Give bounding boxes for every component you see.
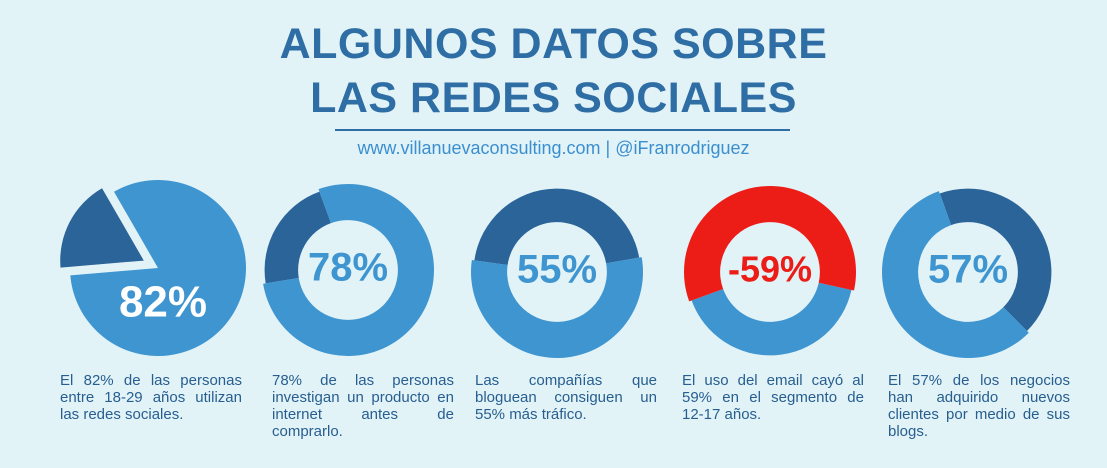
title-line: ALGUNOS DATOS SOBRE (279, 20, 828, 68)
value-label: 55% (517, 248, 597, 292)
caption: El uso del email cayó al 59% en el segme… (682, 372, 864, 423)
value-label: 82% (119, 278, 207, 327)
caption: Las compañías que bloguean consiguen un … (475, 372, 657, 423)
remainder-arc (939, 188, 1052, 331)
value-label: 57% (928, 248, 1008, 292)
subtitle: www.villanuevaconsulting.com | @iFranrod… (357, 138, 750, 158)
value-arc (471, 257, 643, 358)
value-arc (684, 185, 857, 302)
remainder-arc (691, 282, 852, 356)
value-arc (881, 191, 1029, 359)
caption: El 57% de los negocios han adquirido nue… (888, 372, 1070, 440)
value-label: -59% (728, 249, 812, 290)
caption: 78% de las personas investigan un produc… (272, 372, 454, 440)
caption: El 82% de las personas entre 18-29 años … (60, 372, 242, 423)
divider (335, 129, 790, 131)
remainder-arc (264, 191, 331, 284)
remainder-arc (474, 188, 640, 266)
title-line: LAS REDES SOCIALES (310, 74, 797, 122)
remainder-slice (60, 188, 144, 268)
value-arc (263, 183, 435, 356)
value-label: 78% (308, 246, 388, 290)
value-slice (70, 180, 247, 356)
